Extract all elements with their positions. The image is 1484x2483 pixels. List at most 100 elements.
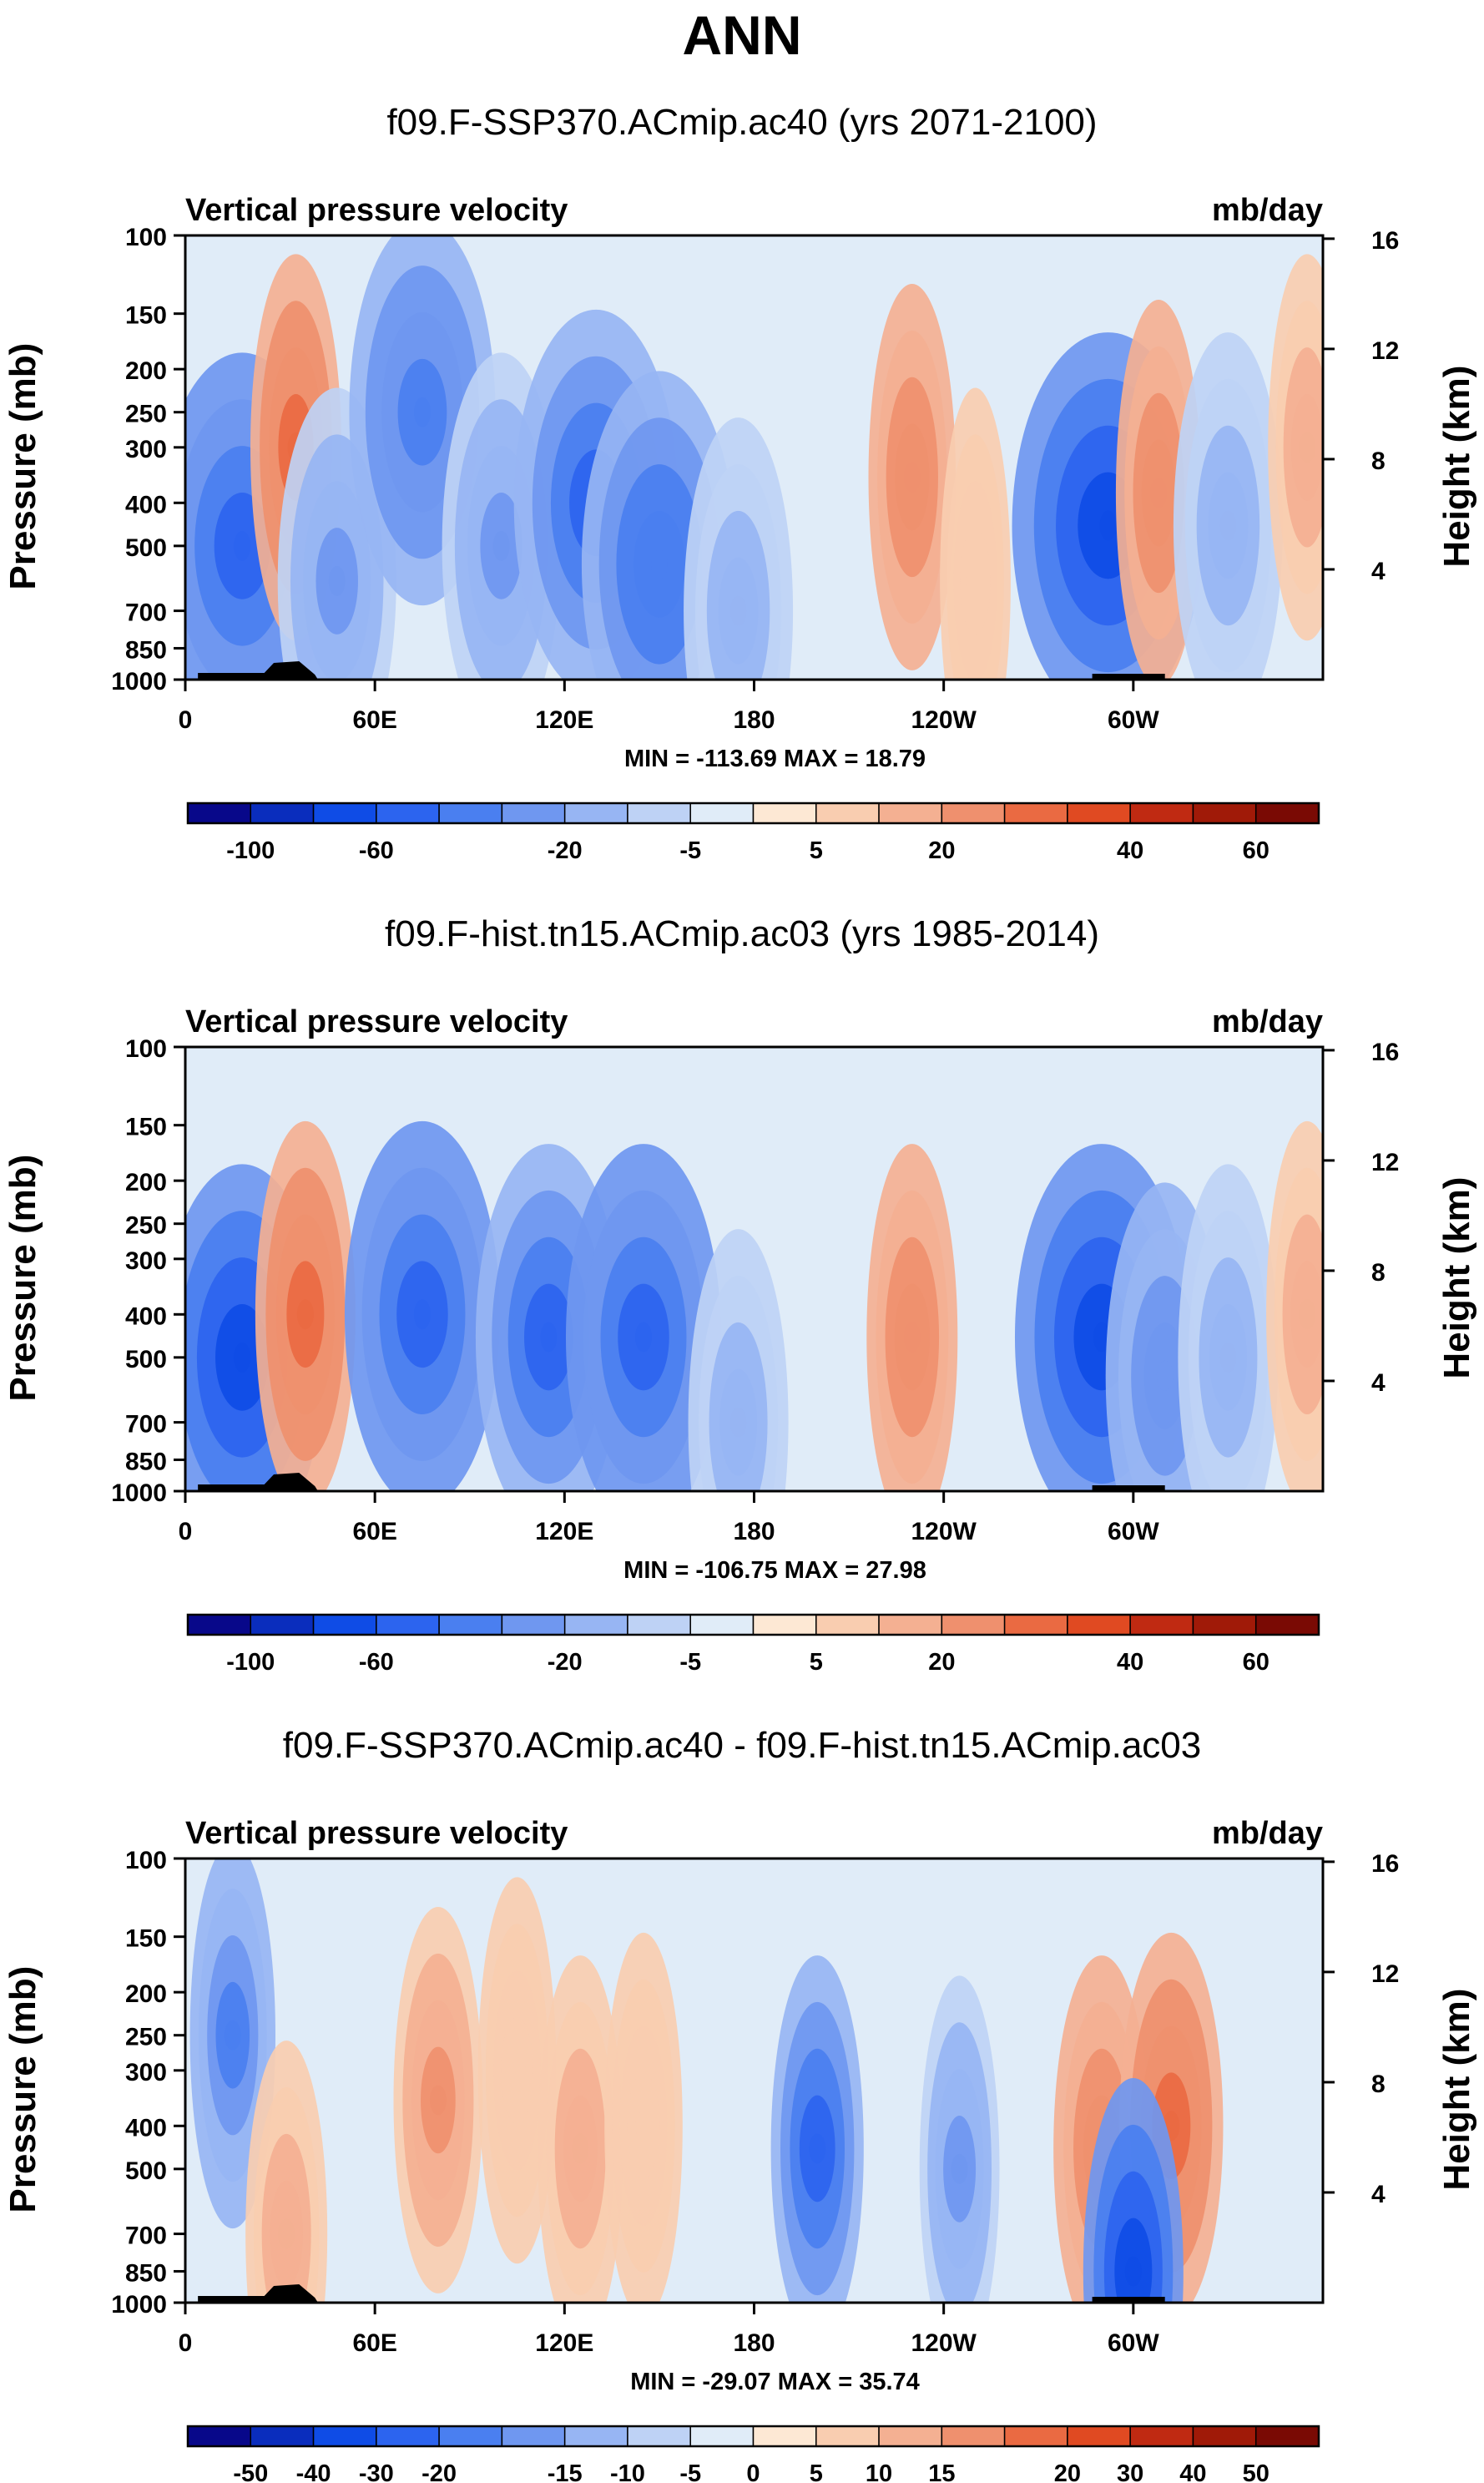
colorbar-label: -100 (226, 837, 275, 864)
units-label: mb/day (1212, 193, 1323, 228)
contour-peak-2 (296, 1299, 314, 1330)
y-tick-label: 150 (125, 302, 167, 330)
colorbar-swatch (438, 802, 503, 824)
colorbar-swatch (752, 802, 817, 824)
y2-axis-title: Height (km) (1436, 1989, 1477, 2191)
colorbar-swatch (1129, 1614, 1194, 1636)
colorbar-label: -60 (359, 1649, 394, 1676)
x-tick-label: 60E (352, 1518, 396, 1545)
colorbar-swatch (312, 802, 377, 824)
colorbar-label: 0 (746, 2460, 760, 2483)
y-tick-label: 700 (125, 2223, 167, 2250)
colorbar-swatch (627, 802, 691, 824)
colorbar-swatch (1254, 1614, 1320, 1636)
x-tick-label: 0 (179, 2329, 193, 2357)
contour-peak-9 (903, 462, 921, 493)
x-tick-label: 60E (352, 706, 396, 734)
colorbar-frame (186, 802, 1320, 825)
y-tick-label: 1000 (111, 2291, 167, 2319)
colorbar-swatch (563, 802, 628, 824)
min-max-stats: MIN = -29.07 MAX = 35.74 (630, 2369, 920, 2395)
colorbar-label: 60 (1243, 837, 1269, 864)
x-tick-label: 120W (911, 2329, 977, 2357)
colorbar-swatch (1003, 2425, 1068, 2447)
colorbar-swatch (376, 1614, 440, 1636)
colorbar-swatch (815, 802, 880, 824)
colorbar-label: 20 (1054, 2460, 1081, 2483)
colorbar-label: 40 (1117, 837, 1143, 864)
y-tick-label: 400 (125, 491, 167, 518)
colorbar-label: -20 (548, 1649, 583, 1676)
colorbar-swatch (627, 2425, 691, 2447)
colorbar-swatch (1003, 1614, 1068, 1636)
y-tick-label: 150 (125, 1114, 167, 1141)
y-tick-label: 100 (125, 1035, 167, 1063)
panel-title-1: f09.F-SSP370.ACmip.ac40 (yrs 2071-2100) (386, 102, 1098, 143)
contour-peak-13 (1219, 510, 1237, 541)
colorbar-label: 40 (1117, 1649, 1143, 1676)
colorbar-swatch (1254, 2425, 1320, 2447)
colorbar-swatch (1129, 2425, 1194, 2447)
contour-peak-7 (809, 2133, 826, 2164)
contour-peak-11 (1099, 510, 1117, 541)
colorbar-swatch (627, 1614, 691, 1636)
contour-peak-1 (234, 1342, 251, 1373)
colorbar-swatch (187, 2425, 252, 2447)
colorbar-swatch (376, 802, 440, 824)
colorbar-swatch (1192, 1614, 1257, 1636)
x-tick-label: 60W (1108, 1518, 1159, 1545)
y-tick-label: 100 (125, 224, 167, 251)
contour-peak-5 (634, 1322, 652, 1353)
y2-tick-label: 16 (1371, 1039, 1399, 1066)
colorbar-swatch (815, 1614, 880, 1636)
y-tick-label: 250 (125, 1212, 167, 1240)
colorbar-swatch (689, 1614, 755, 1636)
contour-peak-4 (413, 397, 431, 427)
colorbar-label: -30 (359, 2460, 394, 2483)
y2-tick-label: 4 (1371, 1369, 1386, 1397)
units-label: mb/day (1212, 1816, 1323, 1851)
x-tick-label: 180 (733, 1518, 775, 1545)
colorbar-label: -100 (226, 1649, 275, 1676)
colorbar-swatch (941, 1614, 1006, 1636)
topography-africa (198, 661, 319, 680)
contour-peak-5 (492, 530, 510, 561)
contour-peak-11 (1299, 1299, 1316, 1330)
y2-tick-label: 16 (1371, 227, 1399, 255)
colorbar-swatch (752, 1614, 817, 1636)
field-contours (185, 235, 1323, 680)
colorbar-swatch (250, 1614, 315, 1636)
y-tick-label: 700 (125, 599, 167, 627)
y2-axis-title: Height (km) (1436, 366, 1477, 568)
y2-tick-label: 4 (1371, 558, 1386, 585)
colorbar-label: 20 (928, 837, 955, 864)
y-tick-label: 300 (125, 436, 167, 463)
contour-peak-14 (1299, 432, 1316, 463)
y-tick-label: 250 (125, 401, 167, 428)
y-tick-label: 150 (125, 1925, 167, 1953)
y-tick-label: 850 (125, 636, 167, 664)
colorbar-swatch (941, 802, 1006, 824)
main-title: ANN (682, 4, 802, 66)
y-tick-label: 500 (125, 2157, 167, 2185)
field-label: Vertical pressure velocity (185, 1816, 568, 1851)
contour-peak-4 (508, 2055, 526, 2086)
contour-peak-3 (328, 565, 346, 596)
x-tick-label: 120W (911, 706, 977, 734)
topography-andes (1092, 1485, 1165, 1491)
x-tick-label: 120E (535, 2329, 593, 2357)
colorbar-swatch (815, 2425, 880, 2447)
colorbar-swatch (187, 802, 252, 824)
y-axis-title: Pressure (mb) (3, 1155, 43, 1402)
colorbar-swatch (501, 2425, 566, 2447)
x-tick-label: 60W (1108, 2329, 1159, 2357)
x-tick-label: 180 (733, 706, 775, 734)
colorbar-swatch (563, 1614, 628, 1636)
x-tick-label: 0 (179, 1518, 193, 1545)
units-label: mb/day (1212, 1004, 1323, 1039)
contour-peak-8 (729, 595, 747, 626)
colorbar-swatch (563, 2425, 628, 2447)
topography-africa (198, 2284, 319, 2303)
contour-peak-3 (429, 2085, 447, 2116)
topography-africa (198, 1473, 319, 1491)
